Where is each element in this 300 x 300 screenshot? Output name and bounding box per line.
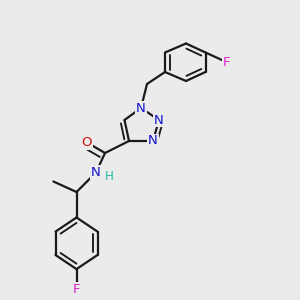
Text: F: F [73, 283, 80, 296]
Text: N: N [136, 101, 146, 115]
Text: N: N [148, 134, 158, 148]
Text: N: N [91, 166, 101, 179]
Text: O: O [82, 136, 92, 149]
Text: H: H [105, 170, 114, 183]
Text: N: N [154, 113, 164, 127]
Text: F: F [223, 56, 230, 69]
